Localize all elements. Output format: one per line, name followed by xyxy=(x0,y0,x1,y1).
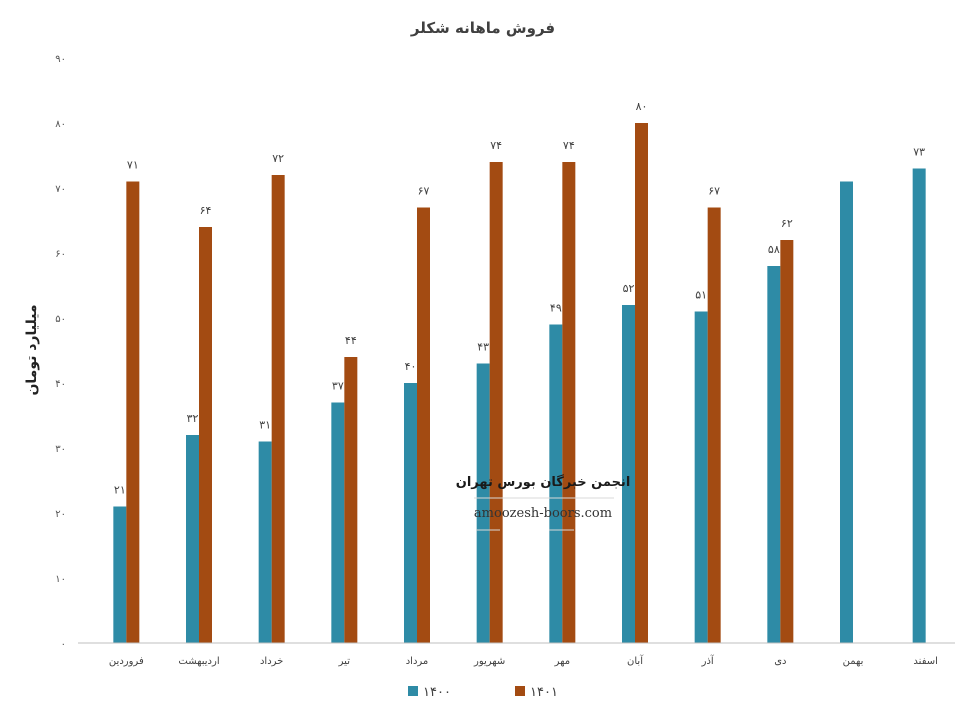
data-label: ۶۴ xyxy=(200,204,212,217)
bar-series-1400 xyxy=(186,435,199,643)
y-tick-label: ۸۰ xyxy=(55,119,66,130)
x-category-label: آبان xyxy=(627,654,644,667)
bar-series-1401 xyxy=(271,175,285,643)
x-category-label: دی xyxy=(774,656,786,667)
legend-swatch-0 xyxy=(408,686,418,696)
y-axis-ticks: ۰ ۱۰ ۲۰ ۳۰ ۴۰ ۵۰ ۶۰ ۷۰ ۸۰ ۹۰ xyxy=(55,54,66,650)
y-tick-label: ۲۰ xyxy=(55,509,66,520)
data-label: ۴۳ xyxy=(477,341,489,354)
x-category-label: اردیبهشت xyxy=(178,656,219,667)
data-label: ۳۲ xyxy=(187,412,199,425)
x-category-label: بهمن xyxy=(843,656,864,667)
y-tick-label: ۷۰ xyxy=(55,184,66,195)
data-label: ۵۸ xyxy=(768,243,780,256)
x-category-label: شهریور xyxy=(473,656,505,667)
data-label: ۲۱ xyxy=(114,484,126,497)
bar-series-1401 xyxy=(126,181,140,643)
bar-series-1401 xyxy=(780,240,794,643)
bar-series-1401 xyxy=(199,227,212,643)
data-label: ۴۴ xyxy=(345,334,357,347)
data-label: ۷۱ xyxy=(127,159,139,172)
x-axis-categories: فروردین اردیبهشت خرداد تیر مرداد شهریور مهر آبا… xyxy=(109,654,938,667)
data-label: ۳۱ xyxy=(259,419,271,432)
bar-series-1400 xyxy=(694,311,708,643)
bar-series-1401 xyxy=(562,162,576,643)
data-label: ۷۲ xyxy=(272,152,284,165)
bar-series-1401 xyxy=(417,207,430,643)
x-category-label: مرداد xyxy=(406,656,429,667)
x-category-label: اسفند xyxy=(913,656,937,667)
bar-series-1400 xyxy=(622,305,635,643)
bars-group xyxy=(113,123,926,643)
bar-series-1401 xyxy=(344,357,358,643)
data-label: ۴۹ xyxy=(550,302,562,315)
watermark-title: انجمن خبرگان بورس تهران xyxy=(456,474,631,490)
data-label: ۶۲ xyxy=(781,217,793,230)
y-tick-label: ۶۰ xyxy=(55,249,66,260)
data-label: ۷۴ xyxy=(490,139,502,152)
y-tick-label: ۳۰ xyxy=(55,444,66,455)
y-tick-label: ۴۰ xyxy=(55,379,66,390)
bar-series-1400 xyxy=(113,506,127,643)
data-label: ۶۷ xyxy=(418,185,430,198)
data-label: ۳۷ xyxy=(332,380,344,393)
bar-series-1400 xyxy=(258,441,272,643)
y-axis-label: میلیارد تومان xyxy=(24,304,40,395)
chart-title: فروش ماهانه شکلر xyxy=(410,19,555,37)
bar-series-1400 xyxy=(331,402,345,643)
bar-series-1401 xyxy=(635,123,648,643)
data-label: ۶۷ xyxy=(708,185,720,198)
bar-series-1400 xyxy=(912,168,926,643)
watermark-url: amoozesh-boors.com xyxy=(474,506,612,521)
y-tick-label: ۱۰ xyxy=(55,574,66,585)
x-category-label: خرداد xyxy=(260,656,283,667)
bar-series-1400 xyxy=(840,181,853,643)
data-label: ۵۲ xyxy=(623,282,635,295)
x-category-label: آذر xyxy=(701,654,715,667)
data-label: ۸۰ xyxy=(636,100,648,113)
legend-swatch-1 xyxy=(515,686,525,696)
legend-label: ۱۴۰۱ xyxy=(530,685,558,700)
watermark: انجمن خبرگان بورس تهران amoozesh-boors.c… xyxy=(456,474,631,531)
bar-series-1400 xyxy=(404,383,417,643)
data-label: ۷۳ xyxy=(913,146,925,159)
legend-label: ۱۴۰۰ xyxy=(423,685,451,700)
bar-series-1401 xyxy=(707,207,721,643)
bar-series-1400 xyxy=(549,324,563,643)
bar-series-1400 xyxy=(476,363,490,643)
data-label: ۴۰ xyxy=(405,360,417,373)
x-category-label: تیر xyxy=(338,656,351,667)
y-tick-label: ۵۰ xyxy=(55,314,66,325)
bar-series-1400 xyxy=(767,266,781,643)
legend: ۱۴۰۰ ۱۴۰۱ xyxy=(408,685,558,700)
y-tick-label: ۰ xyxy=(61,639,66,650)
x-category-label: مهر xyxy=(554,656,570,667)
data-label: ۵۱ xyxy=(695,289,707,302)
data-label: ۷۴ xyxy=(563,139,575,152)
bar-series-1401 xyxy=(489,162,503,643)
data-labels-group: ۲۱ ۷۱ ۳۲ ۶۴ ۳۱ ۷۲ ۳۷ ۴۴ ۴۰ ۶۷ ۴۳ ۷۴ ۴۹ ۷۴ ۵۲ ۸۰ ۵۱ ۶۷ ۵۸۶۲… xyxy=(114,100,925,497)
y-tick-label: ۹۰ xyxy=(55,54,66,65)
x-category-label: فروردین xyxy=(109,656,144,667)
